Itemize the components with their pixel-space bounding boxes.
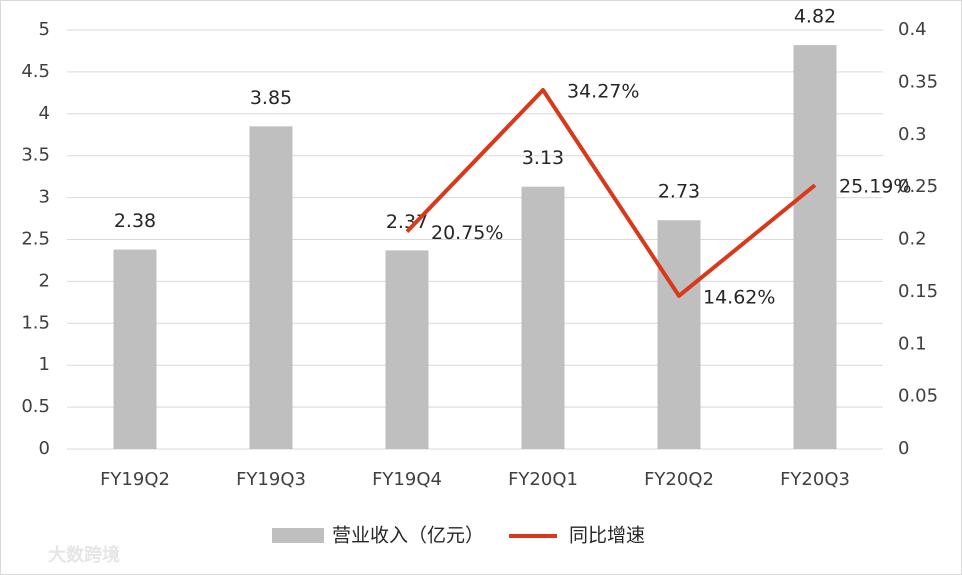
y-tick-label: 3: [39, 187, 50, 208]
bar: [521, 186, 565, 449]
line-value-label: 20.75%: [431, 222, 503, 244]
x-tick-label: FY20Q3: [780, 469, 850, 490]
bar-value-label: 3.85: [250, 87, 292, 109]
bar-value-label: 2.37: [386, 211, 428, 233]
y-tick-label: 0.5: [21, 396, 50, 417]
bar: [793, 45, 837, 450]
y-tick-label: 4: [39, 103, 50, 124]
line-value-label: 14.62%: [703, 286, 775, 308]
bar: [385, 250, 429, 449]
y2-tick-label: 0.4: [898, 19, 927, 40]
bar: [249, 126, 293, 450]
y2-tick-label: 0.25: [898, 176, 938, 197]
line: [405, 88, 817, 298]
legend-label: 营业收入（亿元）: [332, 525, 484, 547]
bar-value-label: 2.73: [658, 181, 700, 203]
y2-tick-label: 0.1: [898, 333, 927, 354]
x-tick-label: FY19Q3: [236, 469, 306, 490]
y-tick-label: 5: [39, 19, 50, 40]
y-tick-label: 1: [39, 354, 50, 375]
x-tick-label: FY20Q2: [644, 469, 714, 490]
bar: [657, 220, 701, 449]
bar-value-label: 2.38: [114, 210, 156, 232]
x-tick-label: FY19Q4: [372, 469, 442, 490]
y-tick-label: 4.5: [21, 61, 50, 82]
y2-tick-label: 0.05: [898, 386, 938, 407]
bar-value-label: 4.82: [794, 6, 836, 28]
y-tick-label: 2: [39, 270, 50, 291]
y-tick-label: 3.5: [21, 145, 50, 166]
y2-tick-label: 0.15: [898, 281, 938, 302]
y-tick-label: 2.5: [21, 229, 50, 250]
bar: [113, 249, 157, 449]
y2-tick-label: 0.35: [898, 71, 938, 92]
y-tick-label: 1.5: [21, 312, 50, 333]
x-tick-label: FY20Q1: [508, 469, 578, 490]
x-tick-label: FY19Q2: [100, 469, 170, 490]
legend-label: 同比增速: [569, 525, 645, 547]
line-value-label: 34.27%: [567, 81, 639, 103]
legend-swatch: [272, 528, 324, 543]
bar-value-label: 3.13: [522, 147, 564, 169]
watermark: 大数跨境: [48, 544, 120, 566]
y2-tick-label: 0: [898, 438, 909, 459]
y2-tick-label: 0.3: [898, 124, 927, 145]
line-value-label: 25.19%: [839, 176, 911, 198]
y2-tick-label: 0.2: [898, 229, 927, 250]
y-tick-label: 0: [39, 438, 50, 459]
